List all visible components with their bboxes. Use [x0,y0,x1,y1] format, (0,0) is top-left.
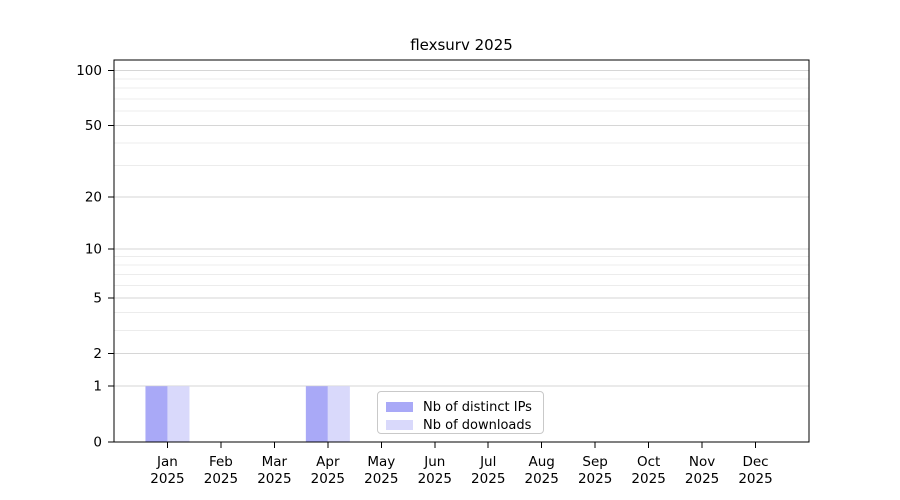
chart-title: flexsurv 2025 [410,36,513,54]
x-tick-label: Jan 2025 [150,454,184,487]
legend-swatch-distinct-ips [386,402,413,412]
legend-label-downloads: Nb of downloads [423,417,532,433]
x-tick-label: Dec 2025 [738,454,772,487]
y-tick-label: 20 [85,189,102,205]
legend: Nb of distinct IPs Nb of downloads [377,391,544,434]
axes-frame [113,59,810,443]
legend-label-distinct-ips: Nb of distinct IPs [423,399,532,415]
x-tick-label: May 2025 [364,454,398,487]
bar [305,386,328,442]
x-tick-label: Oct 2025 [631,454,665,487]
x-tick-label: Nov 2025 [685,454,719,487]
y-tick-label: 2 [93,346,102,362]
bar [167,386,190,442]
x-tick-label: Apr 2025 [311,454,345,487]
legend-item-downloads: Nb of downloads [386,416,536,434]
y-tick-label: 10 [85,241,102,257]
y-tick-label: 50 [85,118,102,134]
y-tick-label: 1 [93,379,102,395]
bar [145,386,168,442]
legend-swatch-downloads [386,420,413,430]
x-tick-label: Sep 2025 [578,454,612,487]
x-tick-label: Jun 2025 [418,454,452,487]
y-tick-label: 0 [93,435,102,451]
bar [327,386,350,442]
x-tick-label: Aug 2025 [525,454,559,487]
x-tick-label: Mar 2025 [257,454,291,487]
x-tick-label: Jul 2025 [471,454,505,487]
y-tick-label: 5 [93,290,102,306]
legend-item-distinct-ips: Nb of distinct IPs [386,398,536,416]
y-tick-label: 100 [76,63,102,79]
x-tick-label: Feb 2025 [204,454,238,487]
